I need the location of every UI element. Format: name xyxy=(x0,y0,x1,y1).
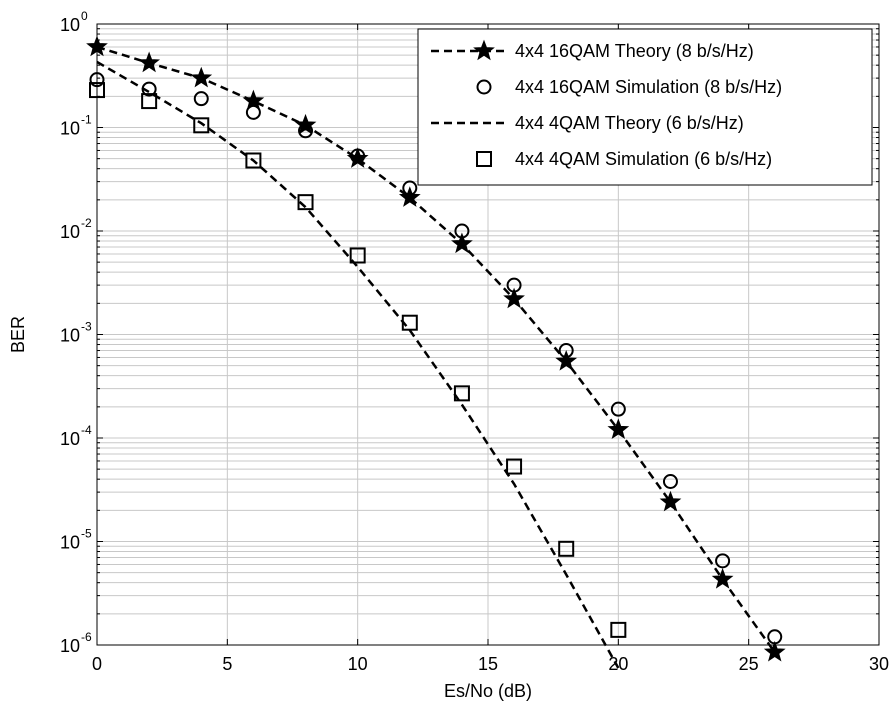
legend-item: 4x4 16QAM Theory (8 b/s/Hz) xyxy=(431,39,754,61)
x-tick-label: 10 xyxy=(348,654,368,674)
plot-frame xyxy=(96,23,880,646)
y-tick-exponent: -3 xyxy=(81,320,92,334)
plot-series xyxy=(86,35,786,669)
data-point-square xyxy=(506,458,523,475)
y-tick-label: 10 xyxy=(60,429,80,449)
data-point-star xyxy=(711,568,734,589)
data-point-circle xyxy=(454,223,470,239)
data-point-star xyxy=(555,349,578,371)
legend: 4x4 16QAM Theory (8 b/s/Hz) 4x4 16QAM Sim… xyxy=(417,28,873,186)
series-3 xyxy=(89,82,627,638)
y-tick-label: 10 xyxy=(60,119,80,139)
y-tick-exponent: 0 xyxy=(81,9,88,23)
legend-item: 4x4 4QAM Theory (6 b/s/Hz) xyxy=(431,113,744,133)
y-tick-label: 10 xyxy=(60,222,80,242)
data-point-star xyxy=(190,66,213,88)
x-tick-label: 25 xyxy=(739,654,759,674)
data-point-star xyxy=(138,51,160,73)
y-tick-exponent: -1 xyxy=(81,113,92,127)
data-point-circle xyxy=(558,343,574,359)
x-tick-label: 15 xyxy=(478,654,498,674)
data-point-square xyxy=(349,247,366,264)
y-tick-exponent: -5 xyxy=(81,527,92,541)
legend-item: 4x4 16QAM Simulation (8 b/s/Hz) xyxy=(476,77,782,97)
y-tick-exponent: -6 xyxy=(81,630,92,644)
data-point-square xyxy=(193,117,210,134)
legend-marker-circle xyxy=(476,79,492,95)
data-point-square xyxy=(558,540,575,557)
x-tick-label: 5 xyxy=(222,654,232,674)
data-point-star xyxy=(503,287,525,309)
data-point-star xyxy=(398,186,421,207)
data-point-circle xyxy=(245,104,261,120)
data-point-star xyxy=(607,418,630,440)
legend-item: 4x4 4QAM Simulation (6 b/s/Hz) xyxy=(476,149,772,169)
data-point-star xyxy=(763,640,786,662)
y-tick-label: 10 xyxy=(60,636,80,656)
series-1 xyxy=(89,72,783,645)
y-tick-exponent: -2 xyxy=(81,216,92,230)
y-tick-exponent: -4 xyxy=(81,423,92,437)
y-axis-label: BER xyxy=(8,316,28,353)
data-point-square xyxy=(297,194,314,211)
data-point-circle xyxy=(350,148,366,164)
data-point-star xyxy=(659,490,682,512)
data-point-circle xyxy=(715,553,731,569)
data-point-circle xyxy=(506,277,522,293)
data-point-square xyxy=(610,621,627,638)
y-tick-label: 10 xyxy=(60,533,80,553)
legend-label: 4x4 16QAM Theory (8 b/s/Hz) xyxy=(515,41,754,61)
legend-label: 4x4 16QAM Simulation (8 b/s/Hz) xyxy=(515,77,782,97)
x-axis-label: Es/No (dB) xyxy=(444,681,532,701)
data-point-square xyxy=(401,314,418,331)
legend-marker-square xyxy=(476,151,492,167)
legend-label: 4x4 4QAM Simulation (6 b/s/Hz) xyxy=(515,149,772,169)
x-tick-label: 0 xyxy=(92,654,102,674)
y-tick-label: 10 xyxy=(60,326,80,346)
data-point-square xyxy=(245,152,262,169)
series-line xyxy=(96,45,776,654)
data-point-square xyxy=(141,93,158,110)
data-point-circle xyxy=(193,91,209,107)
legend-marker-star xyxy=(473,39,495,61)
data-point-circle xyxy=(298,123,314,139)
legend-box xyxy=(417,28,873,186)
x-axis: 0 5 10 15 20 25 30 xyxy=(92,24,889,674)
x-tick-label: 30 xyxy=(869,654,889,674)
data-point-circle xyxy=(402,180,418,196)
data-point-circle xyxy=(662,473,678,489)
data-point-circle xyxy=(610,401,626,417)
data-point-star xyxy=(451,232,473,254)
data-point-square xyxy=(453,385,470,402)
x-tick-label: 20 xyxy=(608,654,628,674)
legend-label: 4x4 4QAM Theory (6 b/s/Hz) xyxy=(515,113,744,133)
y-tick-label: 10 xyxy=(60,15,80,35)
data-point-circle xyxy=(767,629,783,645)
